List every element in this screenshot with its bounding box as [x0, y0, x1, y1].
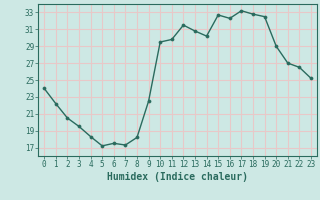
X-axis label: Humidex (Indice chaleur): Humidex (Indice chaleur)	[107, 172, 248, 182]
